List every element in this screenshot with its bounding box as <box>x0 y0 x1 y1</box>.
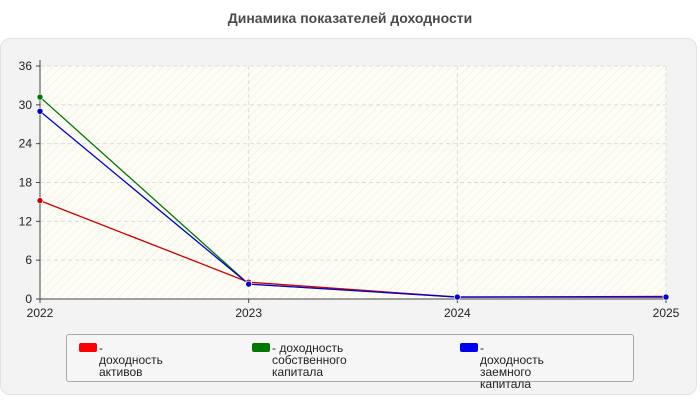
data-point-debt <box>36 108 44 115</box>
chart-title: Динамика показателей доходности <box>227 10 473 26</box>
legend-swatch-equity <box>252 343 270 352</box>
legend-swatch-debt <box>460 343 478 352</box>
y-tick-label: 12 <box>19 214 33 228</box>
legend-swatch-assets <box>79 343 97 352</box>
y-tick-label: 0 <box>25 292 32 306</box>
x-tick-label: 2023 <box>235 306 262 320</box>
x-tick-label: 2025 <box>653 306 680 320</box>
x-tick-label: 2024 <box>444 306 471 320</box>
data-point-debt <box>245 280 252 288</box>
data-point-equity <box>36 93 44 101</box>
y-tick-label: 36 <box>19 59 33 73</box>
legend-label-debt: - доходность заемного капитала <box>480 341 544 391</box>
data-point-assets <box>36 197 44 204</box>
y-tick-label: 6 <box>25 253 32 267</box>
legend-label-assets: - доходность активов <box>99 341 163 379</box>
legend-label-equity: - доходность собственного капитала <box>272 341 347 379</box>
series-line-debt <box>39 110 666 298</box>
data-point-debt <box>454 293 461 301</box>
y-tick-label: 18 <box>19 176 33 190</box>
y-tick-label: 24 <box>19 137 33 151</box>
data-point-debt <box>662 293 670 301</box>
chart-legend: - доходность активов - доходность собств… <box>66 334 634 390</box>
series-line-equity <box>39 96 250 285</box>
y-tick-label: 30 <box>19 98 33 112</box>
x-tick-label: 2022 <box>27 306 54 320</box>
